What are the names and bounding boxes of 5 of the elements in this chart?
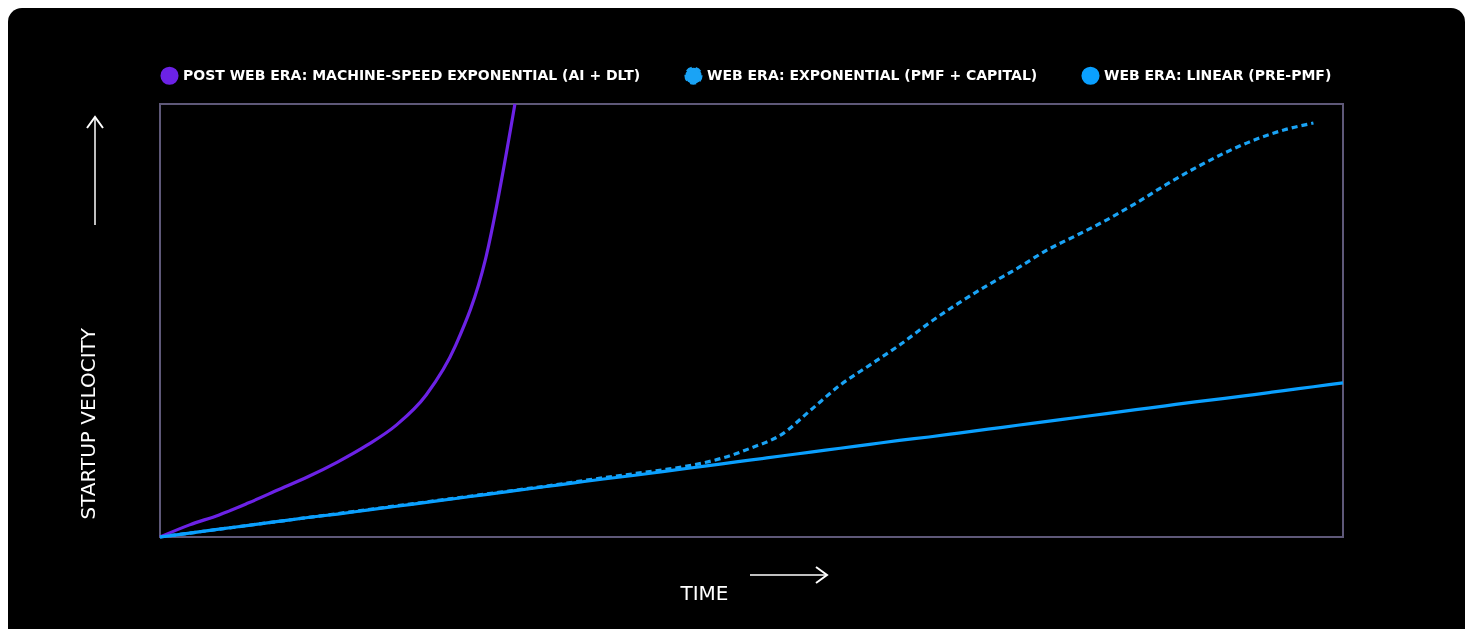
legend-label: WEB ERA: LINEAR (PRE-PMF) xyxy=(1104,66,1332,83)
legend-label: POST WEB ERA: MACHINE-SPEED EXPONENTIAL (AI + DLT) xyxy=(183,66,641,83)
y-axis-title: STARTUP VELOCITY xyxy=(75,327,100,520)
legend-label: WEB ERA: EXPONENTIAL (PMF + CAPITAL) xyxy=(707,66,1038,83)
x-axis-title: TIME xyxy=(679,580,729,605)
